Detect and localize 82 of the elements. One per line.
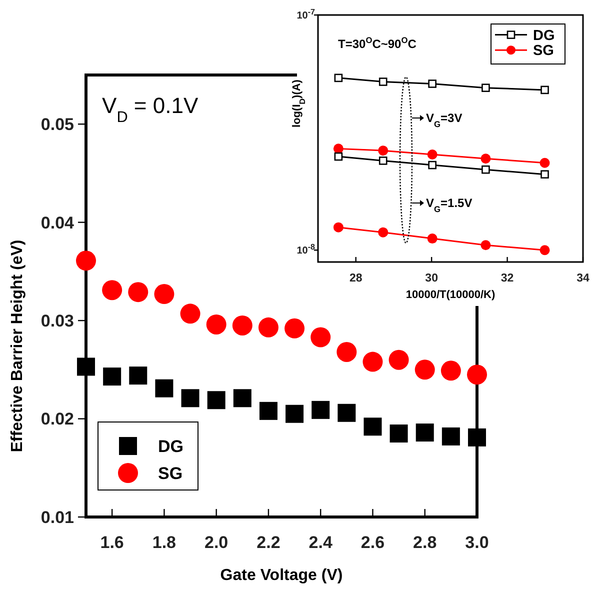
x-tick-label: 2.2 — [256, 533, 280, 552]
point — [442, 427, 460, 446]
legend-label: SG — [533, 43, 554, 60]
point — [336, 342, 357, 362]
legend-label: SG — [158, 464, 183, 483]
point — [378, 78, 388, 86]
point — [388, 350, 409, 370]
x-tick-label: 34 — [576, 272, 590, 284]
legend-label: DG — [533, 28, 555, 44]
point — [482, 165, 490, 174]
y-tick-label: 0.05 — [40, 115, 74, 134]
x-tick-label: 2.8 — [413, 533, 437, 552]
point — [378, 156, 388, 165]
point — [414, 360, 435, 380]
point — [427, 150, 438, 160]
point — [378, 227, 388, 238]
point — [338, 404, 356, 422]
x-tick-label: 3.0 — [465, 533, 489, 552]
point — [103, 368, 122, 386]
point — [310, 327, 331, 348]
x-tick-label: 28 — [349, 272, 363, 284]
y-tick-label: 0.04 — [40, 213, 75, 232]
point — [540, 158, 550, 168]
point — [428, 80, 436, 88]
y-tick-label: 0.03 — [40, 312, 74, 331]
point — [440, 360, 461, 381]
point — [286, 404, 304, 423]
point — [334, 152, 343, 161]
point — [233, 389, 252, 408]
x-axis-title: 10000/T(10000/K) — [406, 289, 496, 301]
point — [333, 222, 344, 232]
point — [207, 391, 226, 410]
x-tick-label: 2.4 — [308, 533, 333, 552]
point — [428, 160, 436, 170]
point — [427, 234, 438, 244]
point — [102, 280, 122, 300]
legend-label: DG — [158, 436, 184, 456]
point — [258, 317, 278, 338]
point — [467, 364, 487, 385]
x-axis-title: Gate Voltage (V) — [220, 567, 343, 584]
point — [540, 170, 549, 178]
point — [259, 402, 278, 420]
point — [180, 304, 200, 324]
x-tick-label: 2.0 — [204, 533, 228, 552]
y-tick-label: 0.01 — [40, 508, 74, 527]
point — [480, 240, 491, 250]
point — [480, 154, 491, 164]
y-axis-title: Effective Barrier Height (eV) — [9, 240, 26, 452]
annotation: V$_{D}$ = 0.1V — [102, 93, 198, 126]
point — [364, 418, 382, 436]
point — [362, 352, 383, 372]
point — [206, 314, 226, 334]
point — [378, 146, 388, 156]
annotation: T=30$^{O}$C~90$^{O}$C — [338, 35, 417, 51]
point — [482, 84, 490, 92]
point — [128, 282, 148, 302]
y-tick-label: 10$^{-8}$ — [296, 242, 316, 257]
point — [232, 315, 252, 336]
annotation: V$_{G}$=1.5V — [426, 196, 472, 214]
point — [312, 400, 330, 419]
x-tick-label: 1.6 — [100, 533, 124, 552]
x-tick-label: 30 — [425, 272, 438, 284]
point — [181, 389, 200, 408]
point — [416, 424, 434, 442]
x-tick-label: 2.6 — [360, 533, 385, 552]
point — [129, 366, 148, 385]
y-tick-label: 0.02 — [40, 410, 74, 429]
point — [76, 250, 96, 271]
x-tick-label: 32 — [500, 272, 514, 284]
point — [155, 379, 174, 398]
point — [154, 284, 174, 304]
point — [334, 74, 343, 82]
point — [468, 428, 486, 446]
point — [333, 144, 344, 154]
y-tick-label: 10$^{-7}$ — [296, 7, 316, 22]
annotation: V$_{G}$=3V — [426, 111, 462, 129]
point — [540, 245, 550, 256]
x-tick-label: 1.8 — [152, 533, 176, 552]
point — [77, 358, 95, 376]
point — [390, 424, 408, 443]
point — [540, 86, 549, 94]
point — [284, 318, 305, 338]
